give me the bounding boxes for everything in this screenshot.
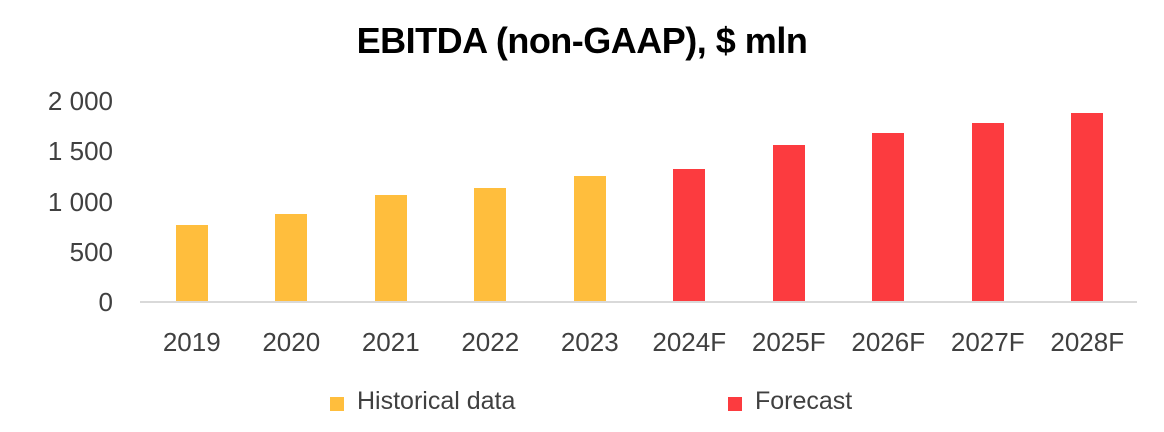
bar-slot-2019 (142, 101, 242, 302)
y-tick-label-1500: 1 500 (47, 136, 113, 167)
y-tick-label-500: 500 (69, 236, 113, 267)
legend-label-forecast: Forecast (755, 387, 853, 415)
x-tick-label-2025F: 2025F (751, 327, 826, 357)
x-tick-label-2019: 2019 (162, 327, 221, 357)
y-tick-label-0: 0 (98, 287, 113, 317)
x-tick-label-2024F: 2024F (652, 327, 727, 357)
bar-slot-2028F (1038, 101, 1138, 302)
y-axis: 0 500 1 000 1 500 2 000 (0, 0, 113, 432)
bar-2022 (474, 188, 507, 302)
bar-slot-2026F (839, 101, 939, 302)
bar-2020 (275, 213, 308, 302)
x-tick-label-2026F: 2026F (851, 327, 926, 357)
x-tick-label-2028F: 2028F (1050, 327, 1125, 357)
x-tick-label-2020: 2020 (262, 327, 321, 357)
bar-slot-2027F (938, 101, 1038, 302)
bar-2021 (374, 195, 407, 302)
y-tick-label-2000: 2 000 (47, 86, 113, 116)
bar-2026F (872, 133, 905, 302)
plot-area (142, 101, 1137, 302)
bar-2027F (971, 123, 1004, 302)
y-tick-label-1000: 1 000 (47, 186, 113, 217)
legend-item-forecast: Forecast (728, 387, 852, 416)
legend-swatch-historical-icon (330, 396, 344, 411)
legend-swatch-forecast-icon (728, 396, 742, 411)
x-tick-label-2023: 2023 (560, 327, 619, 357)
bar-slot-2020 (242, 101, 342, 302)
bar-2023 (573, 176, 606, 302)
bar-2025F (772, 145, 805, 302)
x-axis-line (140, 301, 1137, 303)
legend-item-historical: Historical data (330, 387, 515, 416)
bar-slot-2022 (441, 101, 541, 302)
x-tick-label-2027F: 2027F (950, 327, 1025, 357)
x-tick-label-2021: 2021 (361, 327, 420, 357)
legend-label-historical: Historical data (357, 387, 516, 415)
bar-2024F (673, 169, 706, 302)
bar-2019 (175, 224, 208, 302)
x-tick-label-2022: 2022 (461, 327, 520, 357)
chart-title: EBITDA (non-GAAP), $ mln (356, 20, 808, 61)
bar-slot-2024F (640, 101, 740, 302)
bar-slot-2025F (739, 101, 839, 302)
bar-2028F (1071, 113, 1104, 302)
x-axis: 2019 2020 2021 2022 2023 2024F 2025F 2026F 2027F… (142, 327, 1137, 358)
bar-slot-2021 (341, 101, 441, 302)
bar-slot-2023 (540, 101, 640, 302)
